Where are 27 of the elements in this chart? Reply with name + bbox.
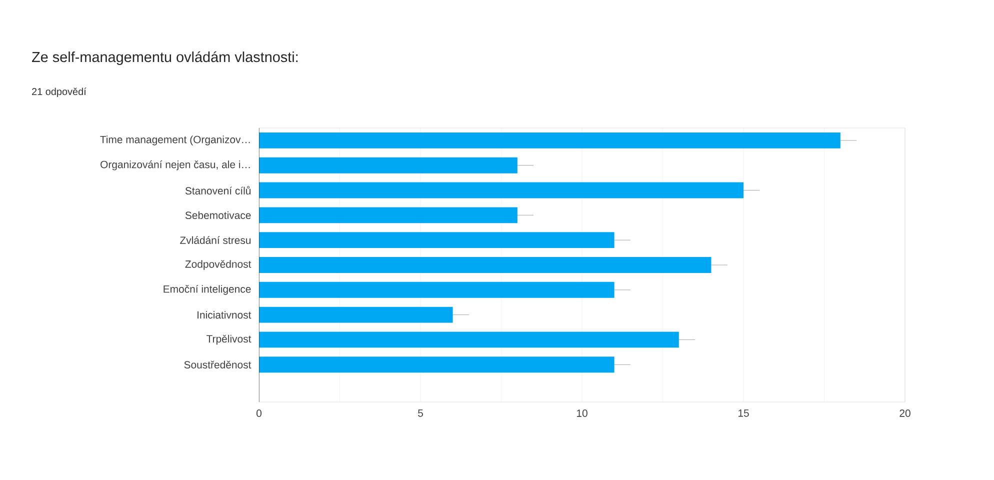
bar — [259, 132, 840, 148]
x-tick-label: 20 — [900, 410, 910, 417]
y-tick-label: Iniciativnost — [198, 310, 252, 319]
text: 21 odpovědí — [32, 88, 86, 98]
bar — [259, 257, 712, 273]
y-tick-label: Stanovení cílů — [185, 186, 251, 195]
bar — [259, 332, 679, 348]
y-tick-label: Sebemotivace — [185, 211, 251, 220]
y-tick-label: Emoční inteligence — [164, 284, 251, 295]
x-tick-label: 15 — [738, 410, 749, 417]
x-tick-label: 0 — [256, 410, 262, 417]
x-tick-label: 10 — [576, 410, 588, 417]
bar — [259, 157, 518, 174]
y-tick-label: Soustředěnost — [184, 360, 252, 368]
y-tick-label: Time management (Organizov… — [100, 136, 250, 146]
y-tick-label: Zvládání stresu — [180, 236, 251, 244]
bar — [259, 182, 744, 198]
bar — [259, 282, 614, 298]
bar — [259, 356, 614, 373]
x-tick-label: 5 — [418, 410, 423, 417]
chart-title: Ze self-managementu ovládám vlastnosti: — [32, 51, 298, 65]
y-tick-label: Trpělivost — [206, 334, 252, 345]
bar — [259, 306, 453, 323]
bar — [259, 232, 614, 248]
y-tick-label: Organizování nejen času, ale i… — [100, 160, 250, 170]
y-tick-label: Zodpovědnost — [185, 260, 252, 270]
bar — [259, 207, 518, 224]
